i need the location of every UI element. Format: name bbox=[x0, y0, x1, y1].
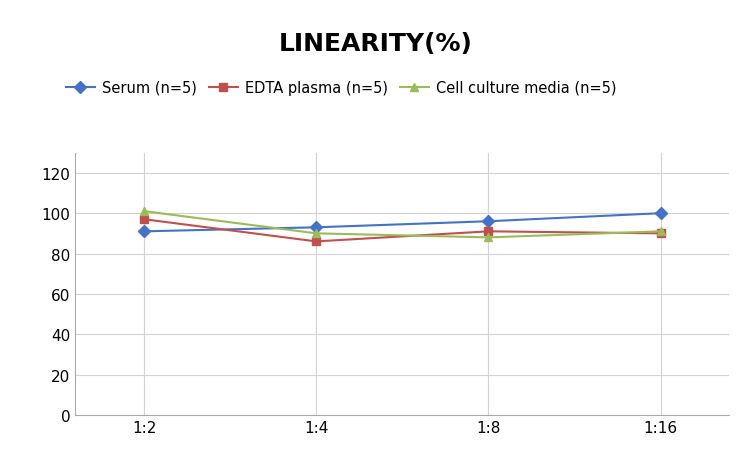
Serum (n=5) bbox=[656, 211, 665, 216]
Cell culture media (n=5) bbox=[656, 229, 665, 235]
Legend: Serum (n=5), EDTA plasma (n=5), Cell culture media (n=5): Serum (n=5), EDTA plasma (n=5), Cell cul… bbox=[60, 75, 623, 101]
Serum (n=5) bbox=[140, 229, 149, 235]
EDTA plasma (n=5) bbox=[656, 231, 665, 236]
EDTA plasma (n=5) bbox=[140, 217, 149, 222]
EDTA plasma (n=5) bbox=[484, 229, 493, 235]
Serum (n=5) bbox=[312, 225, 321, 230]
Cell culture media (n=5) bbox=[484, 235, 493, 240]
Line: EDTA plasma (n=5): EDTA plasma (n=5) bbox=[140, 216, 665, 246]
Text: LINEARITY(%): LINEARITY(%) bbox=[279, 32, 473, 55]
Serum (n=5) bbox=[484, 219, 493, 225]
Cell culture media (n=5) bbox=[312, 231, 321, 236]
Cell culture media (n=5) bbox=[140, 209, 149, 214]
Line: Cell culture media (n=5): Cell culture media (n=5) bbox=[140, 207, 665, 242]
Line: Serum (n=5): Serum (n=5) bbox=[140, 210, 665, 236]
EDTA plasma (n=5) bbox=[312, 239, 321, 244]
